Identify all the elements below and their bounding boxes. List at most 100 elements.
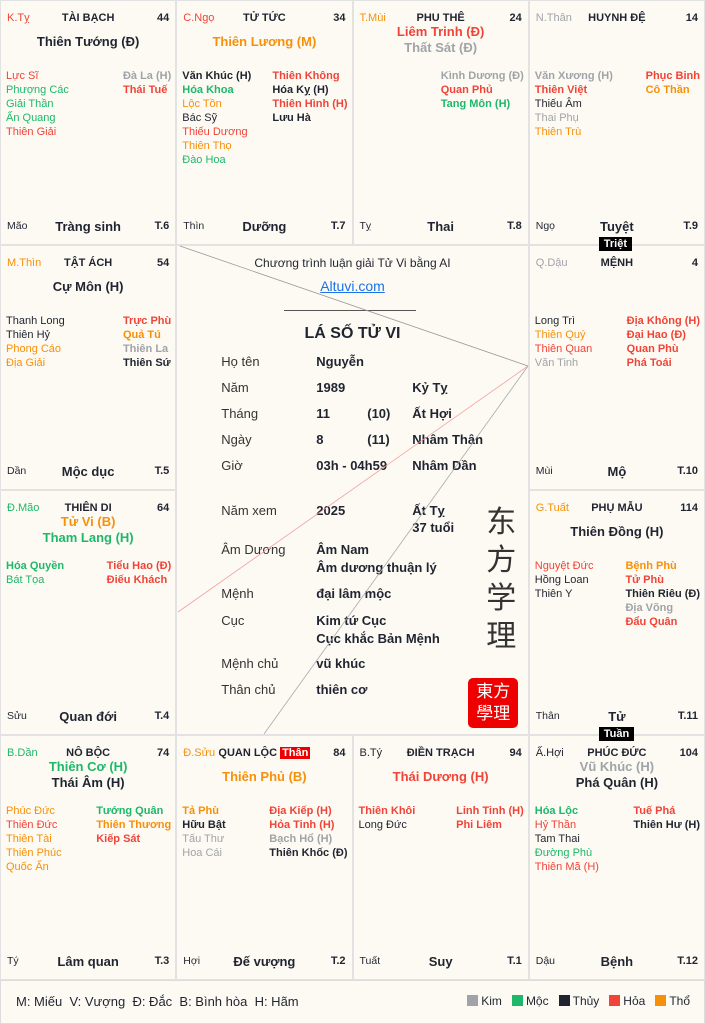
calligraphy-logo: 东方学理 xyxy=(477,504,525,656)
palace-branch: Sửu xyxy=(7,710,27,722)
minor-stars: Hóa Lộc Hỷ Thần Tam Thai Đường Phù Thiên Mã … xyxy=(535,804,700,874)
palace-can-chi: G.Tuất xyxy=(535,502,569,514)
minor-star: Thiên Tài xyxy=(6,833,52,845)
minor-star: Lộc Tồn xyxy=(182,98,222,110)
palace-name: ĐIỀN TRẠCH xyxy=(360,747,522,759)
palace-điền-trạch[interactable]: B.Tý ĐIỀN TRẠCH 94 Thái Dương (H) Thiên Kh… xyxy=(352,735,529,980)
palace-can-chi: Ấ.Hợi xyxy=(535,747,564,759)
minor-stars-right: Kình Dương (Đ) Quan Phủ Tang Môn (H) xyxy=(441,69,524,111)
palace-quan-lộc[interactable]: Đ.Sửu QUAN LỘC Thân 84 Thiên Phủ (B) Tả Phù… xyxy=(176,735,353,980)
life-stage: Bệnh xyxy=(600,954,634,969)
minor-star: Đường Phù xyxy=(534,847,593,859)
minor-star: Thiên Riêu (Đ) xyxy=(625,588,700,600)
calligraphy-char: 东 xyxy=(486,506,517,539)
site-link[interactable]: Altuvi.com xyxy=(320,278,385,294)
palace-can-chi: Q.Dậu xyxy=(535,257,568,269)
palace-can-chi: N.Thân xyxy=(535,12,572,24)
palace-mệnh[interactable]: Q.Dậu MỆNH 4 Long Trì Thiên Quý Thiên Quan V… xyxy=(528,245,705,490)
life-stage: Suy xyxy=(428,954,453,969)
palace-age: 64 xyxy=(157,502,170,514)
color-swatch xyxy=(609,995,621,1006)
palace-name: NÔ BỘC xyxy=(7,747,169,759)
than-badge: Thân xyxy=(280,747,311,759)
main-star: Vũ Khúc (H) xyxy=(579,759,655,774)
palace-tật-ách[interactable]: M.Thìn TẬT ÁCH 54 Cự Môn (H) Thanh Long Thi… xyxy=(0,245,177,490)
minor-stars: Hóa Quyền Bát Tọa Tiểu Hao (Đ) Điếu Khách xyxy=(6,559,171,587)
main-star: Thiên Lương (M) xyxy=(212,34,317,49)
minor-stars-right: Linh Tinh (H) Phi Liêm xyxy=(456,804,524,832)
minor-star: Linh Tinh (H) xyxy=(456,805,524,817)
legend-label: Kim xyxy=(481,994,502,1008)
palace-tử-tức[interactable]: C.Ngọ TỬ TỨC 34 Thiên Lương (M) Văn Khúc (… xyxy=(176,0,353,245)
minor-star: Kiếp Sát xyxy=(96,833,141,845)
minor-star: Giải Thần xyxy=(6,98,54,110)
info-value: 11 xyxy=(316,406,330,421)
chart-title: LÁ SỐ TỬ VI xyxy=(304,325,401,342)
minor-star: Điếu Khách xyxy=(106,574,168,586)
info-label: Thân chủ xyxy=(221,682,276,697)
minor-star: Hỷ Thần xyxy=(534,819,577,831)
palace-age: 94 xyxy=(509,747,522,759)
palace-age: 44 xyxy=(157,12,170,24)
minor-stars-left: Hóa Quyền Bát Tọa xyxy=(6,559,64,587)
info-value: 1989 xyxy=(316,380,346,395)
info-label: Mệnh chủ xyxy=(221,656,279,671)
info-label: Tháng xyxy=(221,406,259,421)
minor-star: Địa Giải xyxy=(6,357,46,369)
minor-star: Phong Cáo xyxy=(6,343,62,355)
minor-star: Thiên Phúc xyxy=(6,847,62,859)
palace-name: TẬT ÁCH xyxy=(7,257,169,269)
palace-branch: Tý xyxy=(7,955,19,967)
palace-month: T.11 xyxy=(677,710,698,722)
palace-tài-bạch[interactable]: K.Tỵ TÀI BẠCH 44 Thiên Tướng (Đ) Lực Sĩ Phư… xyxy=(0,0,177,245)
palace-phụ-mẫu[interactable]: G.Tuất PHỤ MẪU 114 Thiên Đồng (H) Nguyệt Đ… xyxy=(528,490,705,735)
palace-name-text: THIÊN DI xyxy=(64,502,112,514)
palace-age: 54 xyxy=(157,257,170,269)
minor-stars-right: Trực Phù Quả Tú Thiên La Thiên Sứ xyxy=(123,314,171,370)
minor-star: Hữu Bật xyxy=(182,819,226,831)
minor-stars-right: Tiểu Hao (Đ) Điếu Khách xyxy=(107,559,172,587)
palace-branch: Dần xyxy=(7,465,27,477)
minor-stars-right: Tướng Quân Thiên Thương Kiếp Sát xyxy=(96,804,171,874)
palace-branch: Ngọ xyxy=(535,220,556,232)
palace-age: 84 xyxy=(333,747,346,759)
palace-name: THIÊN DI xyxy=(7,502,169,514)
info-label: Mệnh xyxy=(221,586,254,601)
info-value: 8 xyxy=(316,432,324,447)
palace-branch: Mão xyxy=(7,220,28,232)
minor-star: Thiên Mã (H) xyxy=(534,861,599,873)
palace-can-chi: M.Thìn xyxy=(7,257,42,269)
legend-label: Thổ xyxy=(669,994,690,1008)
minor-star: Thiên Hình (H) xyxy=(272,98,348,110)
legend-label: Thủy xyxy=(572,994,600,1008)
info-value: vũ khúc xyxy=(316,656,366,671)
palace-branch: Tỵ xyxy=(359,220,372,232)
main-star: Thái Dương (H) xyxy=(392,769,489,784)
minor-stars-left: Tả Phù Hữu Bật Tấu Thư Hoa Cái xyxy=(182,804,225,860)
palace-age: 114 xyxy=(680,502,698,514)
palace-nô-bộc[interactable]: B.Dần NÔ BỘC 74 Thiên Cơ (H) Thái Âm (H) Ph… xyxy=(0,735,177,980)
info-value-2: Âm dương thuận lý xyxy=(316,560,437,575)
palace-phúc-đức[interactable]: Ấ.Hợi PHÚC ĐỨC 104 Vũ Khúc (H) Phá Quân (H… xyxy=(528,735,705,980)
palace-huynh-đệ[interactable]: N.Thân HUYNH ĐỆ 14 Văn Xương (H) Thiên Việ… xyxy=(528,0,705,245)
minor-star: Thiên Trù xyxy=(534,126,582,138)
main-star: Thất Sát (Đ) xyxy=(404,40,478,55)
palace-name-text: PHU THÊ xyxy=(416,12,465,24)
main-stars: Thiên Đồng (H) xyxy=(530,524,704,540)
minor-star: Thiên Hỷ xyxy=(6,329,51,341)
palace-thiên-di[interactable]: Đ.Mão THIÊN DI 64 Tử Vi (B) Tham Lang (H) H… xyxy=(0,490,177,735)
palace-month: T.4 xyxy=(154,710,170,722)
minor-stars-left: Lực Sĩ Phượng Các Giải Thần Ấn Quang Thiên G… xyxy=(6,69,69,139)
minor-star: Phi Liêm xyxy=(456,819,502,831)
main-stars: Thiên Tướng (Đ) xyxy=(1,34,175,50)
life-stage: Tràng sinh xyxy=(55,219,121,234)
color-swatch xyxy=(558,995,570,1006)
main-star: Tử Vi (B) xyxy=(60,514,116,529)
palace-phu-thê[interactable]: T.Mùi PHU THÊ 24 Liêm Trinh (Đ) Thất Sát (… xyxy=(352,0,529,245)
palace-age: 24 xyxy=(509,12,522,24)
palace-name: QUAN LỘC Thân xyxy=(183,747,345,759)
minor-stars: Văn Khúc (H) Hóa Khoa Lộc Tồn Bác Sỹ Thiếu D… xyxy=(182,69,347,167)
info-value: Kim tứ Cục xyxy=(316,613,387,628)
minor-stars-left: Long Trì Thiên Quý Thiên Quan Văn Tinh xyxy=(535,314,592,370)
palace-name-text: MỆNH xyxy=(600,257,634,269)
